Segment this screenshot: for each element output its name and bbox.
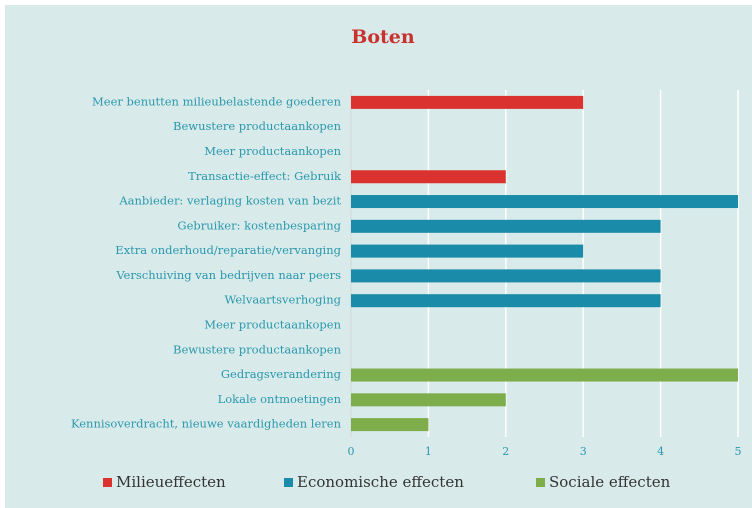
chart-title: Boten bbox=[351, 26, 415, 48]
legend-swatch bbox=[103, 478, 112, 487]
bar bbox=[351, 195, 738, 209]
bar bbox=[351, 294, 661, 308]
x-tick-label: 2 bbox=[502, 445, 509, 458]
bar bbox=[351, 368, 738, 382]
x-tick-label: 5 bbox=[735, 445, 742, 458]
x-tick-label: 4 bbox=[657, 445, 664, 458]
x-tick-label: 3 bbox=[580, 445, 587, 458]
y-tick-label: Aanbieder: verlaging kosten van bezit bbox=[118, 194, 341, 208]
y-tick-label: Transactie-effect: Gebruik bbox=[188, 169, 342, 183]
y-tick-label: Verschuiving van bedrijven naar peers bbox=[115, 268, 341, 282]
y-tick-label: Meer benutten milieubelastende goederen bbox=[92, 94, 342, 108]
bar bbox=[351, 95, 584, 109]
bar bbox=[351, 393, 506, 407]
legend-label: Sociale effecten bbox=[549, 473, 671, 491]
y-tick-label: Gebruiker: kostenbesparing bbox=[177, 218, 341, 232]
bar bbox=[351, 269, 661, 283]
y-tick-label: Meer productaankopen bbox=[204, 317, 341, 331]
y-tick-label: Extra onderhoud/reparatie/vervanging bbox=[115, 243, 341, 257]
x-tick-label: 0 bbox=[348, 445, 355, 458]
bar bbox=[351, 418, 429, 432]
legend-label: Milieueffecten bbox=[116, 473, 226, 491]
y-tick-label: Lokale ontmoetingen bbox=[218, 392, 342, 406]
y-tick-label: Bewustere productaankopen bbox=[173, 342, 342, 356]
legend-label: Economische effecten bbox=[297, 473, 464, 491]
y-tick-label: Welvaartsverhoging bbox=[224, 293, 341, 307]
bar bbox=[351, 219, 661, 233]
legend-swatch bbox=[536, 478, 545, 487]
y-tick-label: Gedragsverandering bbox=[221, 367, 342, 381]
y-tick-label: Meer productaankopen bbox=[204, 144, 341, 158]
bar bbox=[351, 170, 506, 184]
y-tick-label: Bewustere productaankopen bbox=[173, 119, 342, 133]
x-tick-label: 1 bbox=[425, 445, 432, 458]
legend-swatch bbox=[284, 478, 293, 487]
bar bbox=[351, 244, 584, 258]
y-tick-label: Kennisoverdracht, nieuwe vaardigheden le… bbox=[71, 417, 342, 431]
